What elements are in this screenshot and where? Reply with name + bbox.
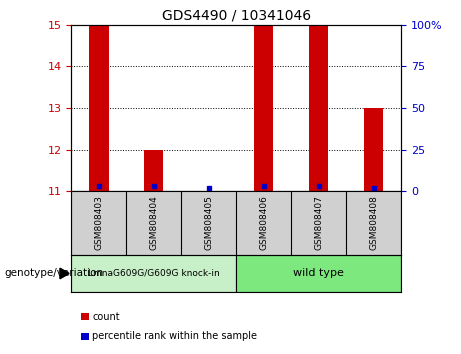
Bar: [89, 25, 108, 191]
Text: GSM808407: GSM808407: [314, 195, 323, 251]
Text: GSM808408: GSM808408: [369, 195, 378, 251]
Text: percentile rank within the sample: percentile rank within the sample: [92, 331, 257, 341]
Bar: [254, 25, 273, 191]
Text: count: count: [92, 312, 120, 322]
Text: GSM808404: GSM808404: [149, 196, 159, 250]
Text: wild type: wild type: [293, 268, 344, 279]
Bar: [144, 149, 164, 191]
Bar: [309, 25, 328, 191]
Text: genotype/variation: genotype/variation: [5, 268, 104, 279]
Title: GDS4490 / 10341046: GDS4490 / 10341046: [162, 8, 311, 22]
Text: GSM808405: GSM808405: [204, 195, 213, 251]
Bar: [71, 255, 236, 292]
Text: LmnaG609G/G609G knock-in: LmnaG609G/G609G knock-in: [88, 269, 220, 278]
Bar: [364, 108, 383, 191]
Text: GSM808403: GSM808403: [95, 195, 103, 251]
Bar: [236, 255, 401, 292]
Text: GSM808406: GSM808406: [259, 195, 268, 251]
